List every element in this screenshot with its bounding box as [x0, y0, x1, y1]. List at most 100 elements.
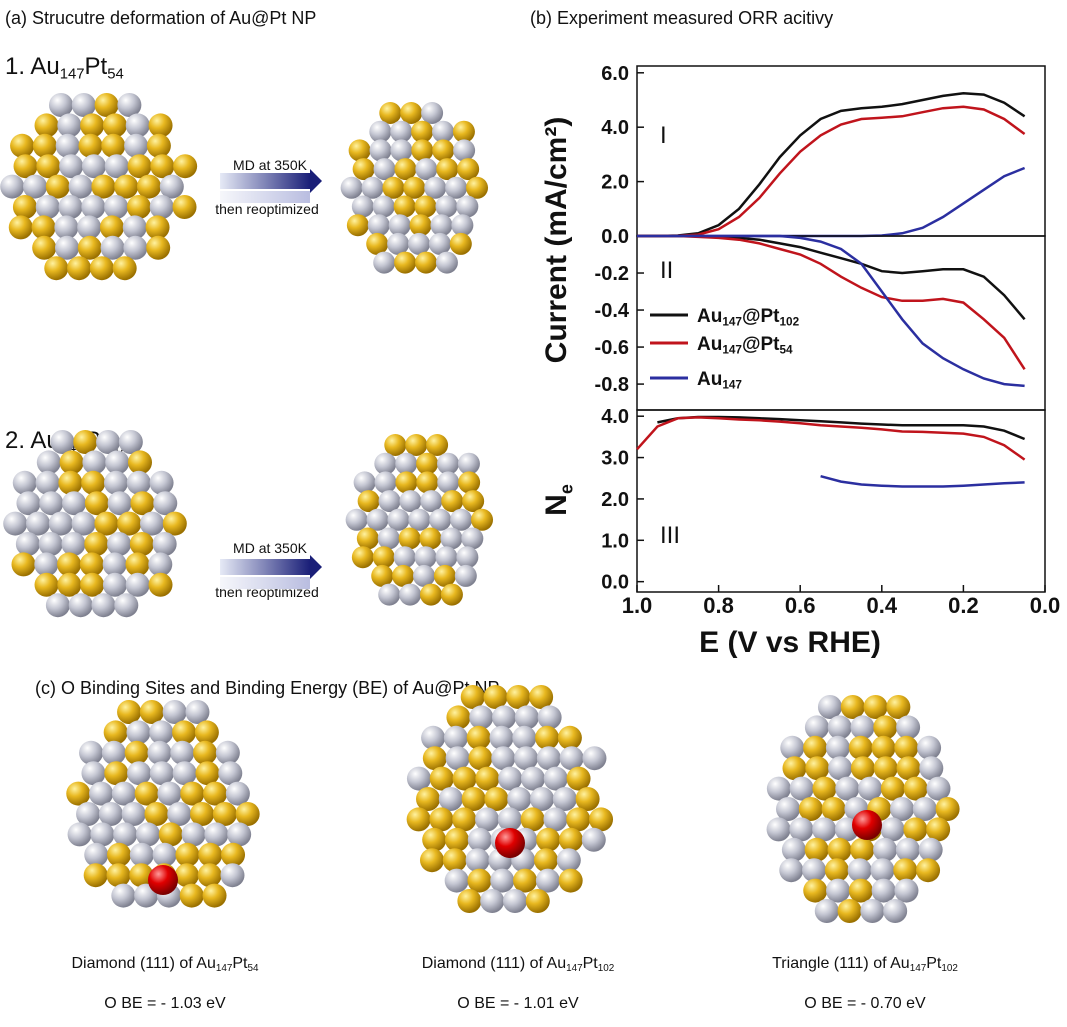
atom — [896, 756, 920, 780]
atom — [480, 889, 504, 913]
atom — [430, 214, 452, 236]
y-tick-label: -0.4 — [595, 300, 630, 322]
atom — [466, 848, 490, 872]
arrow — [220, 559, 310, 575]
atom — [489, 726, 513, 750]
atom — [100, 215, 124, 239]
atom — [767, 817, 791, 841]
atom — [466, 177, 488, 199]
atom — [150, 471, 174, 495]
atom — [81, 195, 105, 219]
atom — [394, 196, 416, 218]
atom — [456, 546, 478, 568]
atom — [864, 695, 888, 719]
atom — [106, 863, 130, 887]
atom — [204, 822, 228, 846]
atom — [818, 695, 842, 719]
atom — [114, 593, 138, 617]
atom — [354, 471, 376, 493]
atom — [103, 573, 127, 597]
atom — [160, 175, 184, 199]
atom — [379, 490, 401, 512]
atom — [415, 196, 437, 218]
atom — [68, 822, 92, 846]
atom — [150, 154, 174, 178]
atom — [589, 807, 613, 831]
atom — [190, 802, 214, 826]
atom — [475, 807, 499, 831]
arrow-label: MD at 350K — [233, 540, 308, 556]
atom — [421, 102, 443, 124]
atom — [558, 726, 582, 750]
atom — [195, 761, 219, 785]
atom — [559, 869, 583, 893]
atom — [444, 726, 468, 750]
atom — [167, 802, 191, 826]
atom — [76, 802, 100, 826]
atom — [456, 196, 478, 218]
atom — [104, 761, 128, 785]
atom — [84, 863, 108, 887]
series-line — [637, 236, 1025, 319]
atom — [395, 471, 417, 493]
atom — [881, 817, 905, 841]
atom — [371, 565, 393, 587]
atom — [799, 797, 823, 821]
atom — [95, 93, 119, 117]
atom — [99, 802, 123, 826]
atom — [80, 573, 104, 597]
atom — [378, 528, 400, 550]
atom — [387, 233, 409, 255]
atom — [62, 491, 86, 515]
atom — [566, 807, 590, 831]
atom — [107, 532, 131, 556]
atom — [170, 741, 194, 765]
nanoparticle — [3, 430, 187, 617]
atom — [860, 899, 884, 923]
atom — [873, 715, 897, 739]
atom — [147, 741, 171, 765]
atom — [841, 695, 865, 719]
y-tick-label: -0.8 — [595, 374, 629, 396]
atom — [429, 509, 451, 531]
atom — [80, 552, 104, 576]
atom — [457, 158, 479, 180]
atom — [858, 777, 882, 801]
atom — [103, 552, 127, 576]
atom — [366, 233, 388, 255]
atom — [150, 761, 174, 785]
atom — [521, 807, 545, 831]
atom — [452, 807, 476, 831]
atom — [389, 214, 411, 236]
atom — [358, 490, 380, 512]
atom — [149, 113, 173, 137]
site-caption: Diamond (111) of Au147Pt54 — [71, 955, 259, 974]
panel-c-title: (c) O Binding Sites and Binding Energy (… — [35, 678, 500, 698]
atom — [105, 450, 129, 474]
atom — [82, 450, 106, 474]
atom — [453, 767, 477, 791]
atom — [78, 134, 102, 158]
atom — [373, 196, 395, 218]
atom — [203, 782, 227, 806]
atom — [140, 700, 164, 724]
atom — [14, 154, 38, 178]
atom — [423, 746, 447, 770]
panel-b-title: (b) Experiment measured ORR acitivy — [530, 8, 833, 28]
atom — [153, 843, 177, 867]
legend-label: Au147@Pt54 — [697, 334, 793, 357]
atom — [803, 879, 827, 903]
atom — [39, 532, 63, 556]
atom — [413, 565, 435, 587]
atom — [835, 777, 859, 801]
atom — [127, 195, 151, 219]
atom — [870, 858, 894, 882]
atom — [123, 236, 147, 260]
binding-energy: O BE = - 1.01 eV — [457, 995, 579, 1012]
atom — [415, 158, 437, 180]
atom — [352, 196, 374, 218]
atom — [390, 121, 412, 143]
atom — [341, 177, 363, 199]
legend-label: Au147@Pt102 — [697, 306, 800, 329]
atom — [216, 741, 240, 765]
